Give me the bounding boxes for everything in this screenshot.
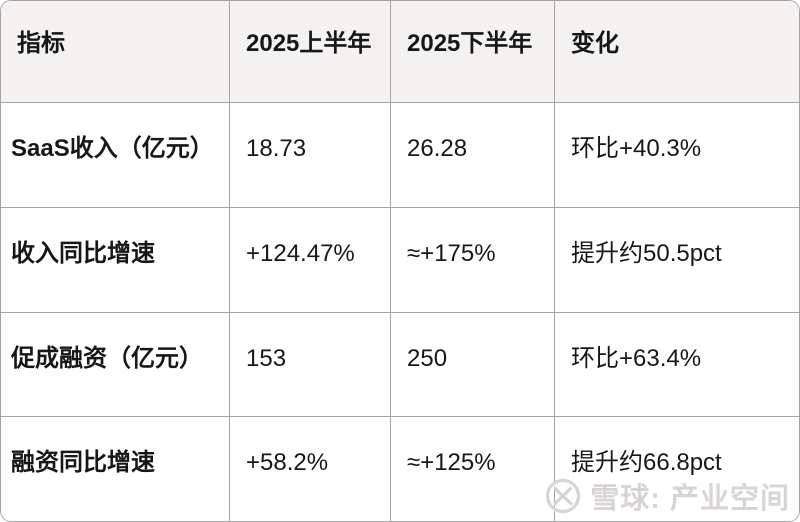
header-cell-change: 变化 bbox=[555, 1, 799, 103]
cell-saas-revenue-h2: 26.28 bbox=[391, 103, 555, 208]
row-label-revenue-yoy: 收入同比增速 bbox=[1, 208, 230, 313]
row-label-saas-revenue: SaaS收入（亿元） bbox=[1, 103, 230, 208]
row-label-facilitated-financing: 促成融资（亿元） bbox=[1, 313, 230, 417]
header-cell-h1-2025: 2025上半年 bbox=[230, 1, 391, 103]
cell-revenue-yoy-h1: +124.47% bbox=[230, 208, 391, 313]
cell-financing-yoy-h2: ≈+125% bbox=[391, 417, 555, 521]
cell-revenue-yoy-h2: ≈+175% bbox=[391, 208, 555, 313]
cell-revenue-yoy-change: 提升约50.5pct bbox=[555, 208, 799, 313]
cell-financing-change: 环比+63.4% bbox=[555, 313, 799, 417]
header-cell-h2-2025: 2025下半年 bbox=[391, 1, 555, 103]
cell-saas-revenue-change: 环比+40.3% bbox=[555, 103, 799, 208]
cell-saas-revenue-h1: 18.73 bbox=[230, 103, 391, 208]
row-label-financing-yoy: 融资同比增速 bbox=[1, 417, 230, 521]
cell-financing-yoy-h1: +58.2% bbox=[230, 417, 391, 521]
cell-financing-h2: 250 bbox=[391, 313, 555, 417]
cell-financing-h1: 153 bbox=[230, 313, 391, 417]
cell-financing-yoy-change: 提升约66.8pct bbox=[555, 417, 799, 521]
header-cell-metric: 指标 bbox=[1, 1, 230, 103]
